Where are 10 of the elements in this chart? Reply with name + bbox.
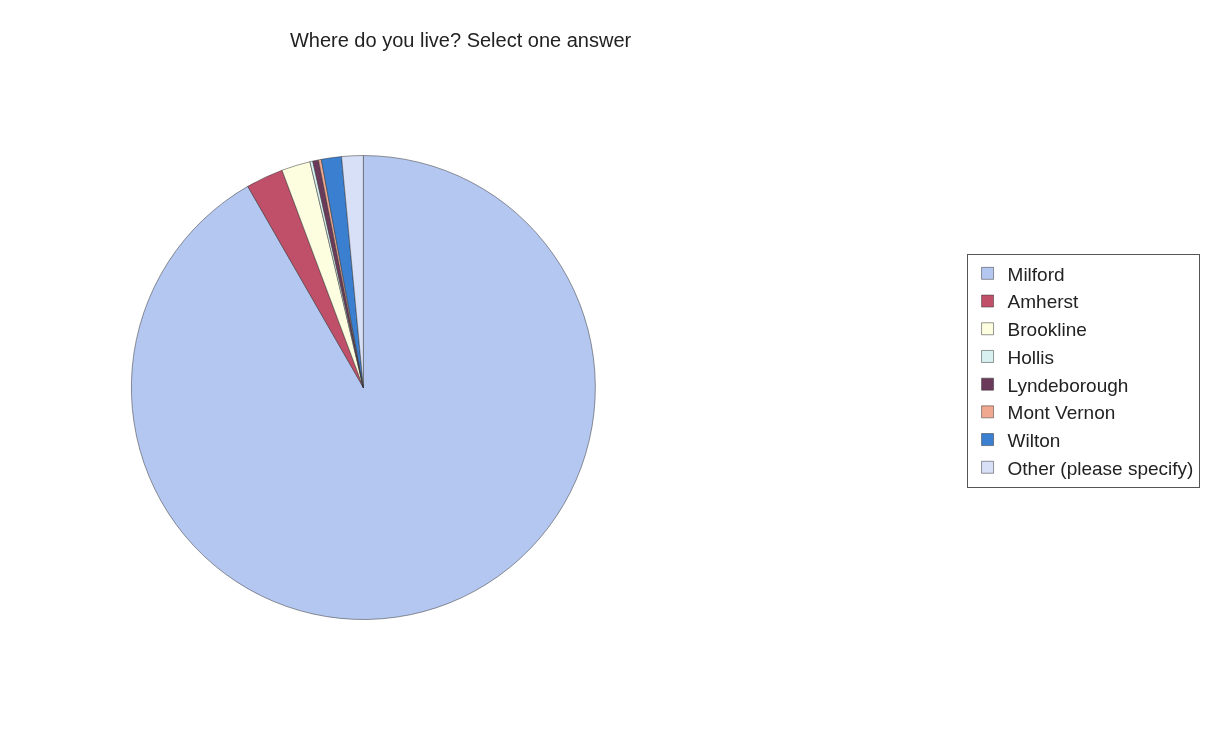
legend-label: Wilton [1007,429,1061,451]
legend-label: Hollis [1007,346,1055,368]
legend-label: Mont Vernon [1007,402,1116,424]
legend-label: Other (please specify) [1007,457,1194,479]
legend-label: Lyndeborough [1007,374,1129,396]
pie-slice [131,155,596,620]
legend-label: Milford [1007,263,1065,285]
chart-title: Where do you live? Select one answer [289,28,632,51]
legend-label: Brookline [1007,319,1087,341]
legend-label: Amherst [1007,291,1080,313]
